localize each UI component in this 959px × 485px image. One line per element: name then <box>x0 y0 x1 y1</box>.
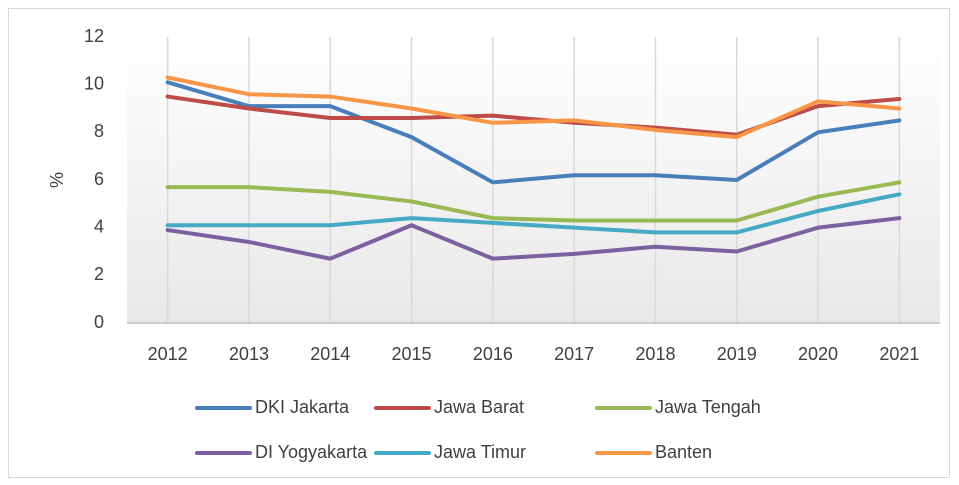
x-tick-label: 2017 <box>554 344 594 364</box>
series-line <box>165 180 902 223</box>
series-line <box>165 216 902 261</box>
y-tick-label: 6 <box>94 169 104 189</box>
x-tick-label: 2012 <box>148 344 188 364</box>
x-tick-label: 2016 <box>473 344 513 364</box>
legend-label: Jawa Timur <box>434 442 526 462</box>
x-tick-label: 2015 <box>392 344 432 364</box>
y-tick-label: 4 <box>94 216 104 236</box>
series-line <box>165 192 902 235</box>
y-tick-label: 2 <box>94 264 104 284</box>
legend-label: Jawa Barat <box>434 397 524 417</box>
series-line <box>165 75 902 140</box>
y-tick-label: 12 <box>84 26 104 46</box>
x-tick-label: 2013 <box>229 344 269 364</box>
y-tick-label: 10 <box>84 73 104 93</box>
x-tick-label: 2021 <box>879 344 919 364</box>
x-tick-label: 2018 <box>635 344 675 364</box>
legend-label: DKI Jakarta <box>255 397 350 417</box>
series-line <box>165 80 902 185</box>
y-tick-label: 0 <box>94 312 104 332</box>
legend-label: Banten <box>655 442 712 462</box>
legend-label: Jawa Tengah <box>655 397 761 417</box>
legend-label: DI Yogyakarta <box>255 442 368 462</box>
y-tick-label: 8 <box>94 121 104 141</box>
x-tick-label: 2019 <box>717 344 757 364</box>
x-tick-label: 2020 <box>798 344 838 364</box>
x-tick-label: 2014 <box>310 344 350 364</box>
y-axis-label: % <box>47 172 67 188</box>
